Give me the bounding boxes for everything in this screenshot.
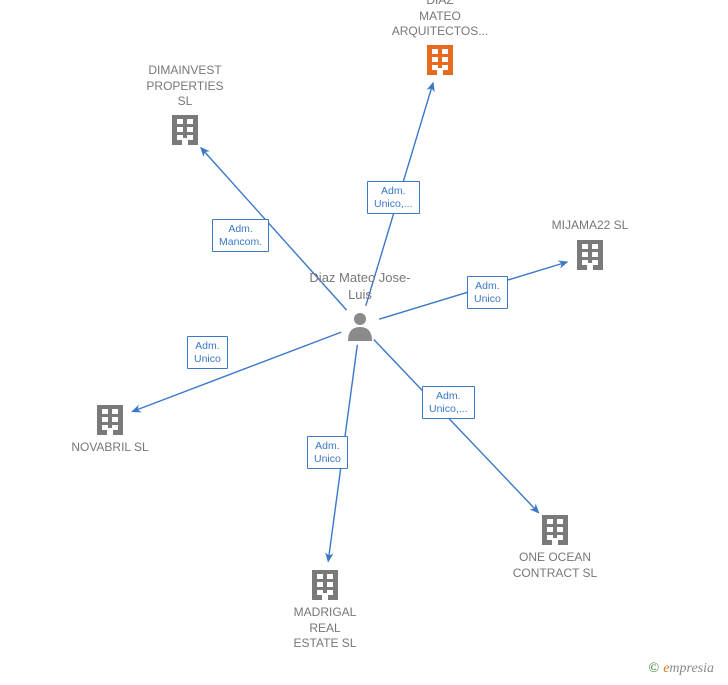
- company-node-label: ONE OCEAN CONTRACT SL: [495, 550, 615, 581]
- building-icon: [97, 405, 123, 435]
- edge-role-label: Adm. Unico,...: [422, 386, 475, 419]
- copyright-symbol: ©: [649, 661, 660, 676]
- relationship-edge: [374, 339, 539, 512]
- relationship-edge: [132, 332, 341, 411]
- company-node-label: DIAZ MATEO ARQUITECTOS...: [380, 0, 500, 40]
- edge-role-label: Adm. Unico,...: [367, 181, 420, 214]
- network-canvas: [0, 0, 728, 685]
- watermark: ©empresia: [649, 661, 714, 677]
- company-node-label: MIJAMA22 SL: [530, 218, 650, 234]
- building-icon: [312, 570, 338, 600]
- edge-role-label: Adm. Unico: [187, 336, 228, 369]
- company-node-label: NOVABRIL SL: [50, 440, 170, 456]
- building-icon: [172, 115, 198, 145]
- building-icon: [577, 240, 603, 270]
- person-icon: [348, 313, 372, 341]
- building-icon: [427, 45, 453, 75]
- company-node-label: MADRIGAL REAL ESTATE SL: [265, 605, 385, 652]
- building-icon: [542, 515, 568, 545]
- edge-role-label: Adm. Mancom.: [212, 219, 269, 252]
- watermark-rest: mpresia: [669, 661, 714, 676]
- center-node-label: Diaz Mateo Jose- Luis: [305, 270, 415, 304]
- edge-role-label: Adm. Unico: [307, 436, 348, 469]
- edge-role-label: Adm. Unico: [467, 276, 508, 309]
- company-node-label: DIMAINVEST PROPERTIES SL: [125, 63, 245, 110]
